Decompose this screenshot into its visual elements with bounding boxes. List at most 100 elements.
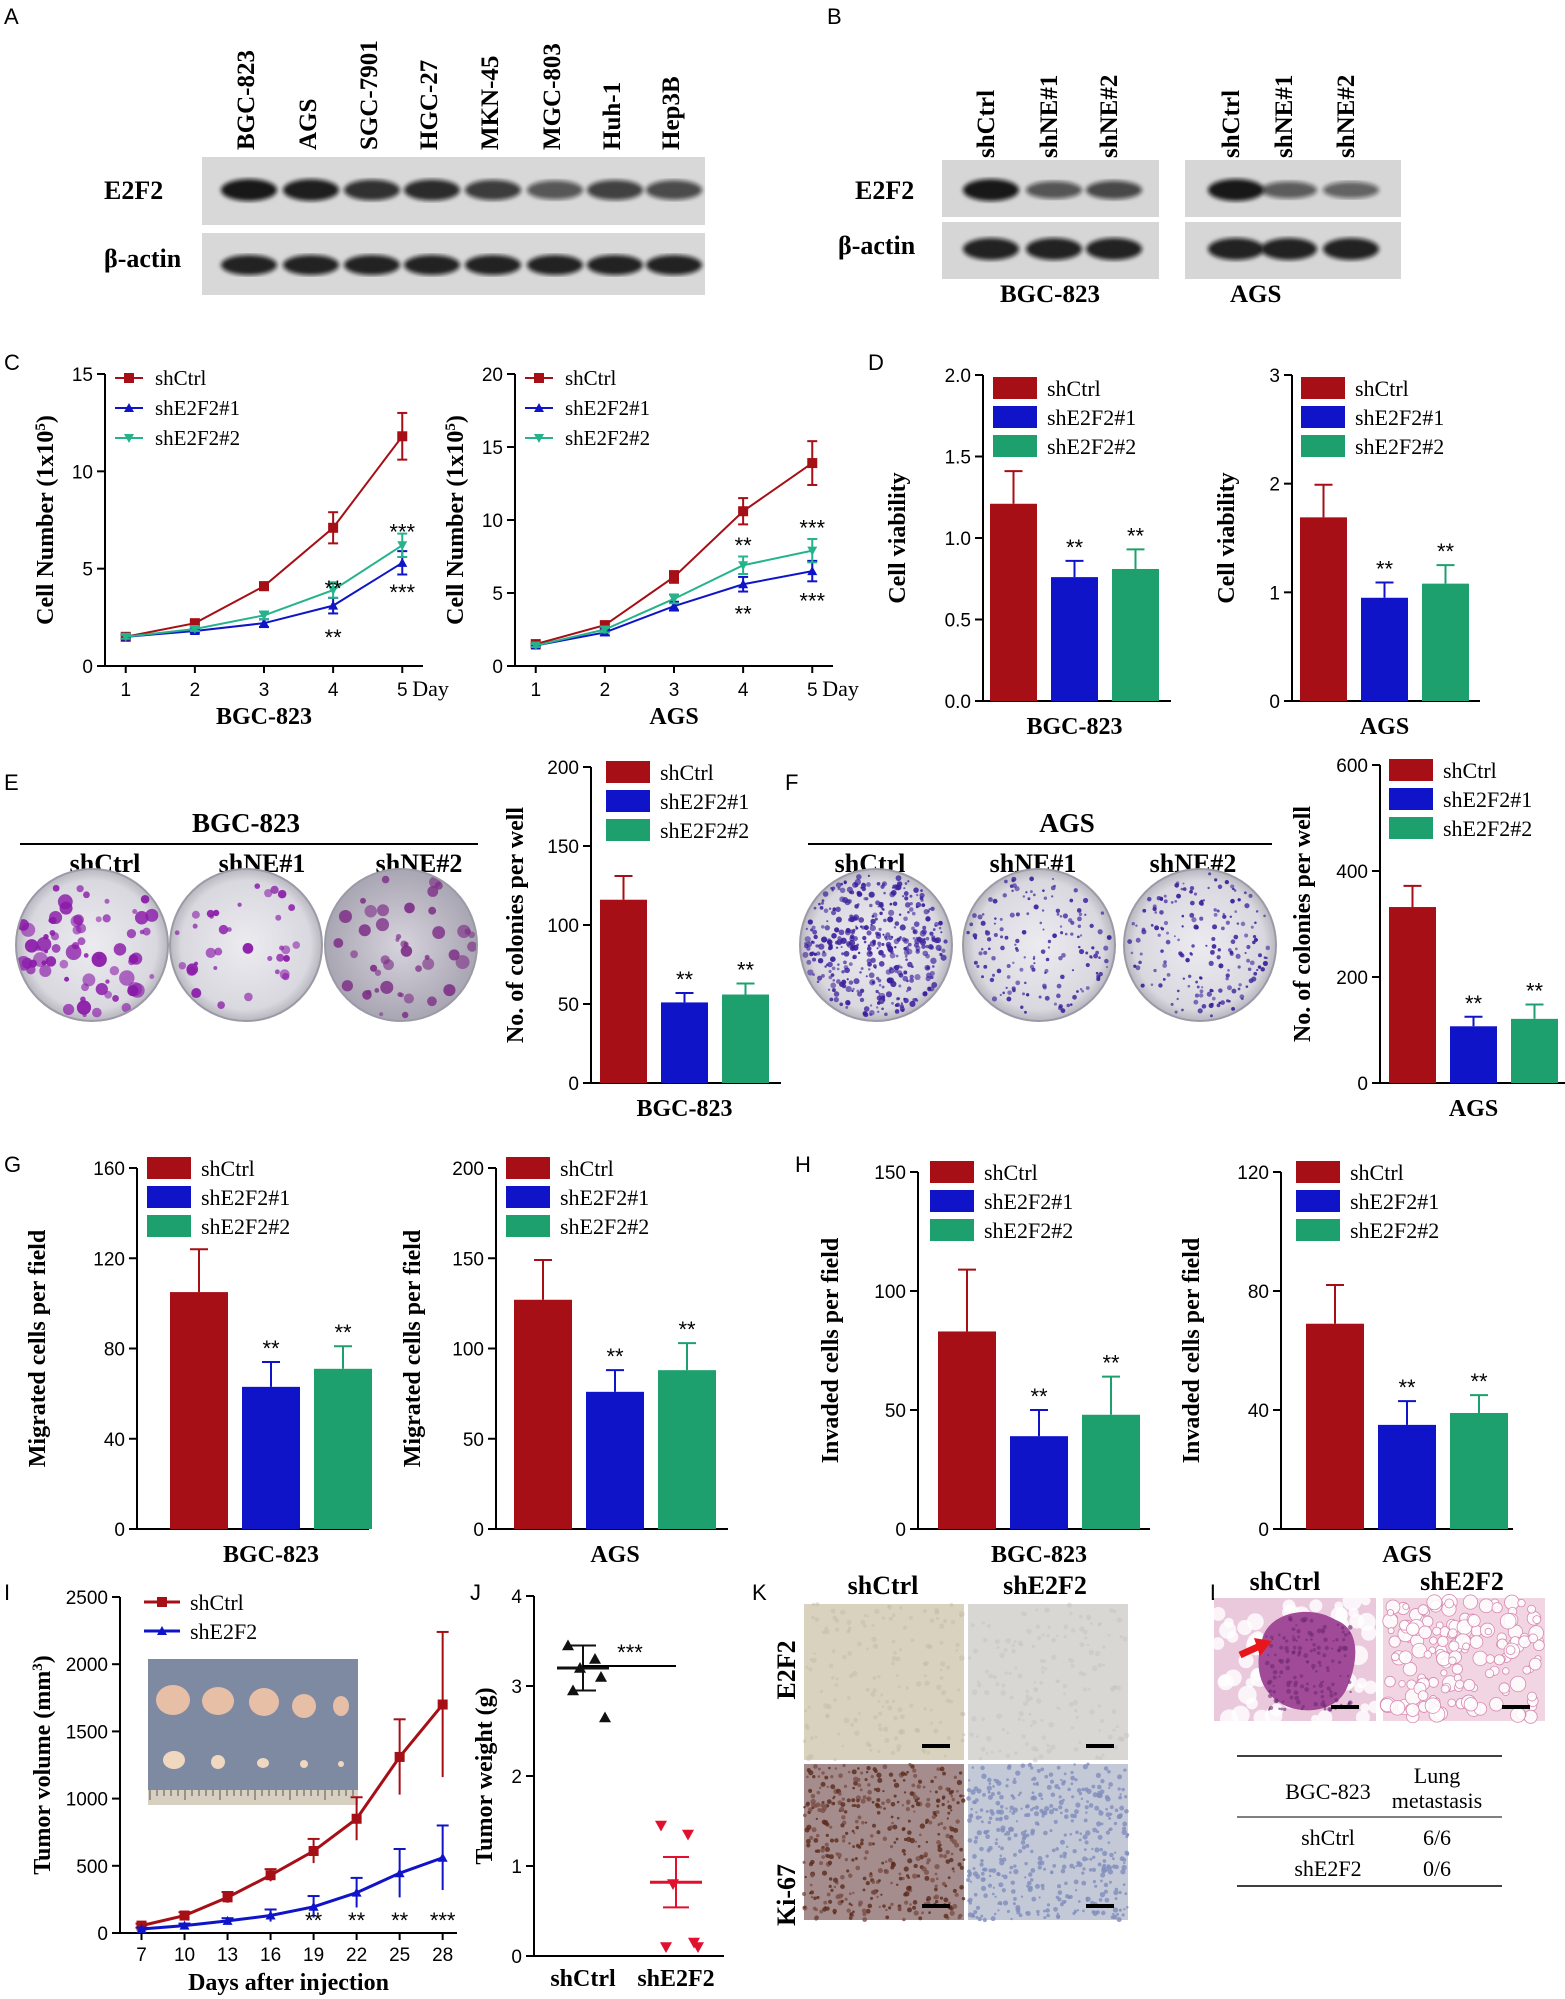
cell-nucleus [1020, 1840, 1026, 1845]
colony [1160, 927, 1165, 931]
cell-nucleus [905, 1806, 910, 1812]
tumor-cell [1272, 1684, 1275, 1687]
cell-nucleus [997, 1845, 1001, 1848]
ihc-tile [804, 1604, 964, 1760]
cell-nucleus [1088, 1803, 1094, 1808]
cell-nucleus [1049, 1803, 1054, 1808]
colony [381, 875, 390, 884]
cell-nucleus [1078, 1614, 1083, 1619]
colony [80, 996, 86, 1003]
bar [1450, 1026, 1497, 1083]
colony [993, 933, 998, 938]
colony [921, 903, 926, 908]
colony [1073, 888, 1078, 893]
cell-nucleus [928, 1820, 933, 1825]
cell-nucleus [999, 1860, 1005, 1866]
cell-nucleus [993, 1912, 997, 1916]
colony [1029, 876, 1035, 882]
tumor-specimen [300, 1760, 308, 1768]
lane-label: shNE#1 [1271, 75, 1298, 158]
cell-nucleus [1012, 1779, 1017, 1785]
cell-nucleus [1010, 1917, 1013, 1921]
colony [1095, 971, 1099, 975]
colony [81, 983, 89, 992]
cell-nucleus [998, 1882, 1004, 1888]
cell-nucleus [905, 1772, 908, 1775]
colony [938, 948, 942, 951]
colony [888, 935, 893, 941]
cell-nucleus [811, 1615, 815, 1620]
cell-nucleus [975, 1915, 979, 1919]
colony [900, 966, 903, 969]
y-tick-label: 0 [82, 657, 93, 678]
dish-rim [962, 868, 1116, 1022]
cell-nucleus [871, 1842, 875, 1846]
colony [217, 1001, 225, 1009]
x-tick-label: 2 [600, 680, 611, 701]
tumor-cell [1278, 1675, 1281, 1678]
colony [840, 945, 843, 949]
cell-nucleus [1018, 1913, 1023, 1918]
colony [839, 941, 842, 944]
colony [894, 1009, 900, 1014]
colony [455, 955, 470, 970]
cell-nucleus [899, 1606, 903, 1610]
alveolus [1472, 1650, 1488, 1667]
tumor-specimen [249, 1688, 279, 1716]
colony [903, 916, 908, 922]
blot-b-row-label-e2f2: E2F2 [855, 176, 914, 205]
cell-nucleus [1051, 1637, 1057, 1643]
cell-nucleus [831, 1675, 835, 1680]
cell-nucleus [1087, 1687, 1091, 1691]
y-tick-label: 10 [482, 511, 503, 532]
ihc-images [802, 1602, 1130, 1923]
colony [908, 907, 914, 912]
cell-nucleus [1112, 1685, 1117, 1690]
cell-nucleus [1069, 1863, 1074, 1869]
cell-nucleus [934, 1863, 940, 1870]
bar [1361, 597, 1408, 701]
cell-nucleus [888, 1906, 892, 1910]
tumor-cell [1273, 1698, 1279, 1704]
cell-nucleus [877, 1879, 881, 1883]
cell-nucleus [1011, 1643, 1016, 1648]
x-axis-label: BGC-823 [637, 1096, 733, 1122]
colony [941, 948, 946, 953]
cell-nucleus [809, 1883, 813, 1887]
cell-nucleus [1002, 1874, 1008, 1880]
cell-nucleus [959, 1865, 964, 1870]
cell-nucleus [1013, 1833, 1018, 1838]
cell-nucleus [974, 1798, 979, 1803]
legend-label: shCtrl [1350, 1160, 1404, 1185]
cell-nucleus [1015, 1904, 1021, 1910]
tumor-cell [1315, 1670, 1318, 1673]
tumor-cell [1313, 1690, 1318, 1695]
alveolus [1448, 1656, 1457, 1666]
colony [912, 929, 917, 934]
cell-nucleus [967, 1899, 971, 1903]
alveolus [1360, 1598, 1371, 1606]
colony [856, 891, 863, 897]
cell-nucleus [1010, 1880, 1016, 1885]
cell-nucleus [1070, 1628, 1076, 1633]
colony [828, 975, 833, 980]
cell-nucleus [1012, 1807, 1018, 1813]
cell-nucleus [909, 1703, 914, 1708]
cell-nucleus [1000, 1827, 1006, 1833]
colony [896, 937, 901, 942]
cell-nucleus [893, 1794, 897, 1798]
y-tick-label: 0 [568, 1074, 579, 1095]
cell-nucleus [942, 1854, 948, 1859]
colony [966, 930, 970, 935]
colony [833, 991, 840, 997]
cell-nucleus [980, 1746, 986, 1752]
colony [1015, 980, 1021, 986]
cell-nucleus [844, 1897, 848, 1901]
cell-nucleus [860, 1798, 866, 1804]
cell-nucleus [1043, 1916, 1047, 1920]
x-tick-label: 3 [669, 680, 680, 701]
colony [1006, 996, 1012, 1002]
tumor-specimen [333, 1696, 349, 1716]
data-point [669, 601, 679, 611]
